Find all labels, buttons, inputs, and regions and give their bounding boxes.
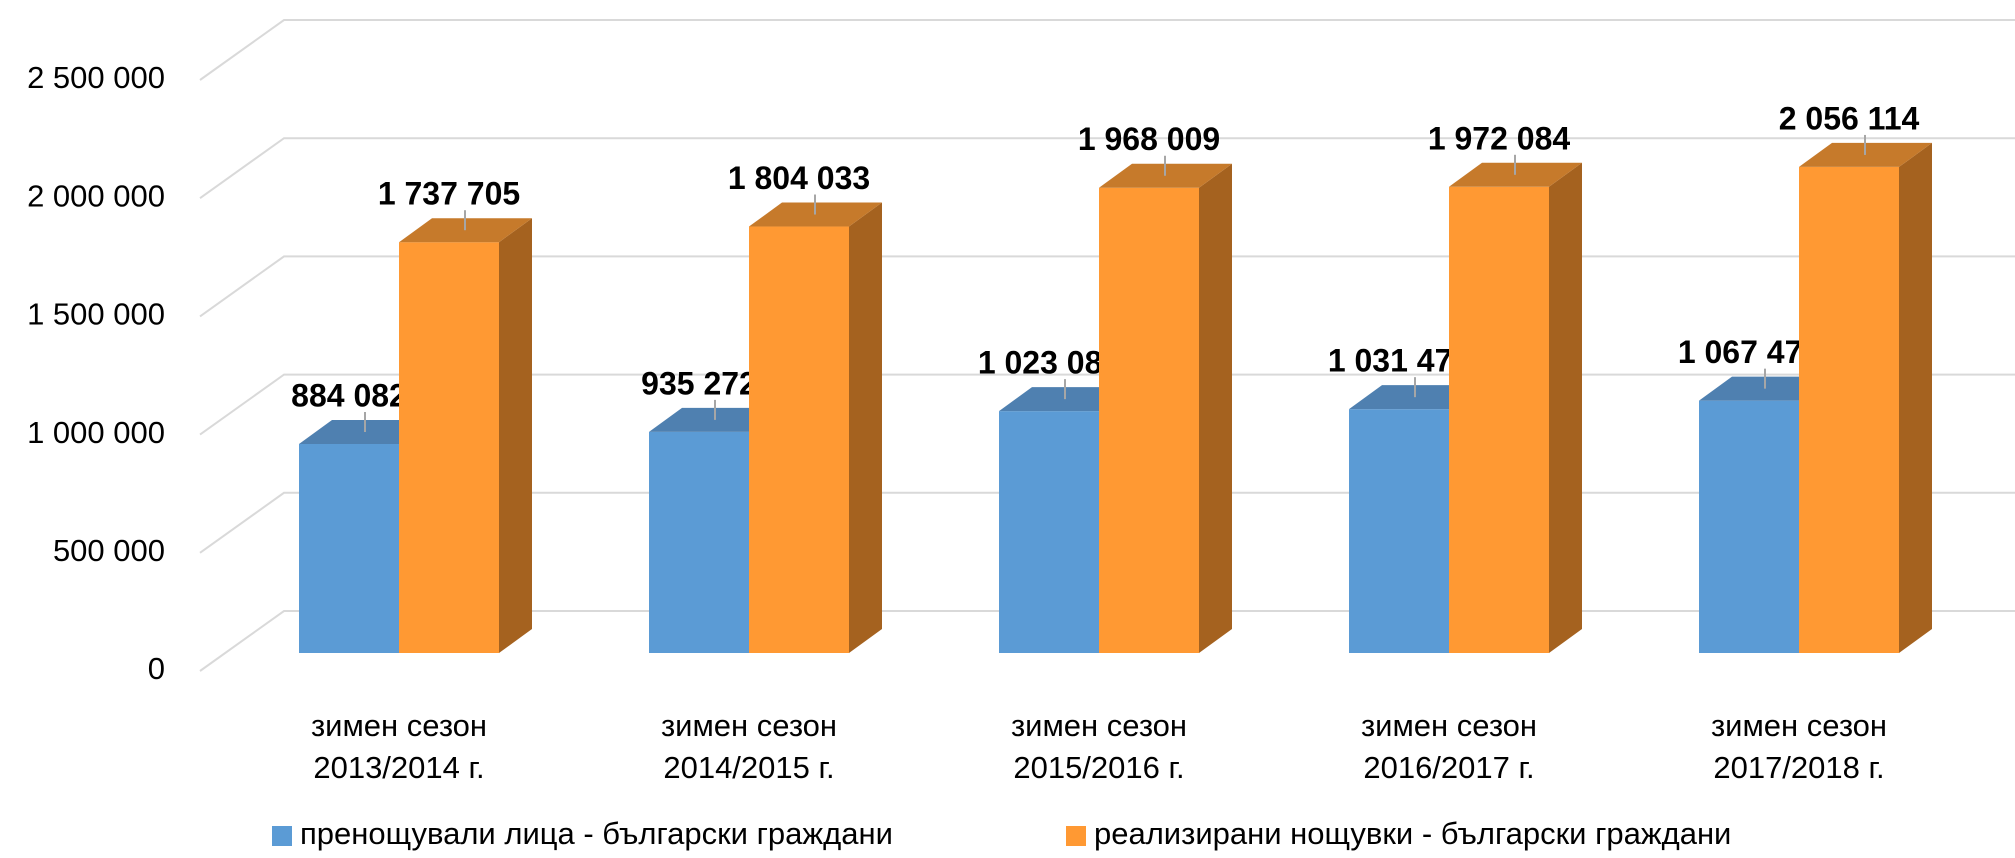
y-tick-label: 1 500 000	[27, 297, 165, 332]
bar-side	[499, 218, 532, 653]
value-label: 1 972 084	[1428, 120, 1571, 156]
bar	[749, 226, 849, 653]
bar	[1799, 166, 1899, 654]
y-tick-label: 0	[148, 651, 165, 686]
bar-side	[1549, 162, 1582, 653]
legend-swatch	[272, 826, 292, 846]
value-label: 1 737 705	[378, 176, 520, 212]
legend-label: реализирани нощувки - български граждани	[1094, 816, 1732, 851]
x-tick-label: зимен сезон 2014/2015 г.	[660, 708, 838, 785]
bar	[1449, 186, 1549, 653]
value-label: 1 031 472	[1328, 343, 1470, 379]
y-tick-label: 500 000	[53, 533, 165, 568]
legend-label: пренощували лица - български граждани	[300, 816, 893, 851]
value-label: 884 082	[291, 377, 407, 413]
y-tick-label: 1 000 000	[27, 415, 165, 450]
value-label: 935 272	[641, 365, 757, 401]
value-label: 1 067 476	[1678, 334, 1820, 370]
x-tick-label: зимен сезон 2013/2014 г.	[310, 708, 488, 785]
bar-side	[1899, 142, 1932, 654]
x-tick-label: зимен сезон 2017/2018 г.	[1710, 708, 1888, 785]
bar-side	[849, 202, 882, 653]
bar	[1099, 187, 1199, 653]
bar	[1699, 400, 1799, 653]
grid-line	[199, 137, 2015, 200]
bar	[1349, 409, 1449, 653]
bar	[999, 411, 1099, 653]
value-label: 2 056 114	[1779, 100, 1920, 136]
x-tick-label: зимен сезон 2015/2016 г.	[1010, 708, 1188, 785]
bar-side	[1199, 163, 1232, 653]
bar	[299, 444, 399, 653]
bar	[649, 431, 749, 653]
x-tick-label: зимен сезон 2016/2017 г.	[1360, 708, 1538, 785]
bar	[399, 242, 499, 653]
y-tick-label: 2 500 000	[27, 60, 165, 95]
grid-line	[199, 373, 2015, 436]
value-label: 1 023 082	[978, 345, 1120, 381]
grid-line	[199, 255, 2015, 318]
value-label: 1 804 033	[728, 160, 870, 196]
grid-line	[199, 19, 2015, 81]
legend-swatch	[1066, 826, 1086, 846]
value-label: 1 968 009	[1078, 121, 1220, 157]
y-tick-label: 2 000 000	[27, 178, 165, 213]
